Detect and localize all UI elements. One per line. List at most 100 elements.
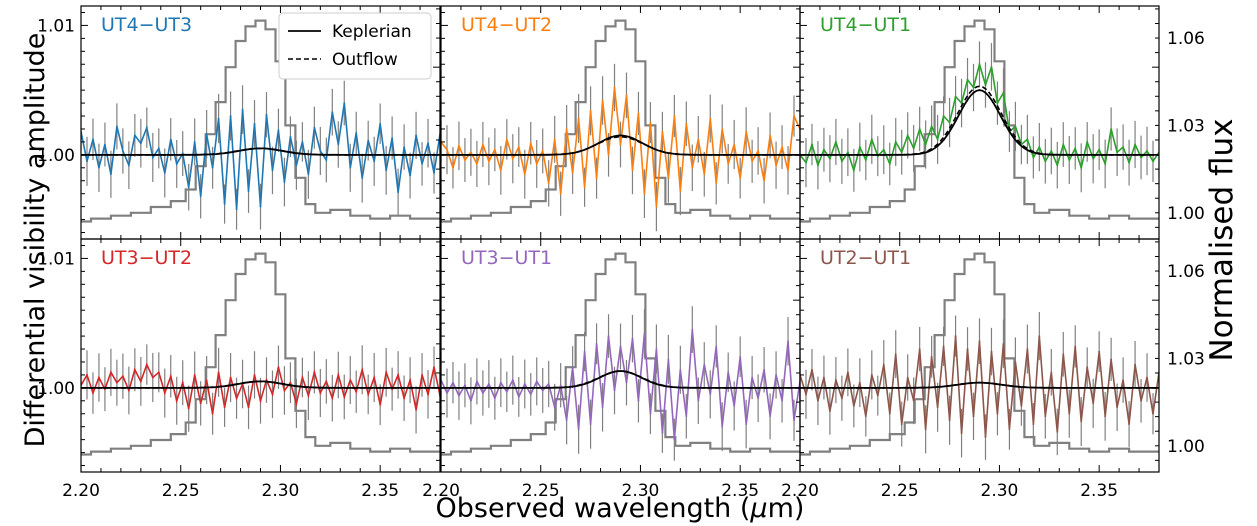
data-point [840, 160, 843, 163]
data-point [415, 134, 417, 137]
data-point [121, 150, 124, 152]
data-point [481, 143, 484, 146]
data-point [727, 371, 730, 374]
data-point [817, 399, 819, 402]
data-point [1068, 159, 1071, 161]
data-point [769, 134, 771, 137]
data-point [829, 410, 831, 413]
x-tick-label: 2.25 [881, 481, 919, 501]
data-point [391, 137, 394, 139]
data-point [1140, 156, 1142, 159]
x-tick-label: 2.35 [1080, 481, 1118, 501]
error-bars [441, 63, 800, 232]
data-point [1092, 157, 1095, 160]
ticks [440, 6, 801, 239]
data-point [870, 374, 873, 376]
data-point [247, 406, 250, 409]
data-point [193, 374, 196, 376]
data-point [511, 157, 514, 160]
data-point [942, 115, 945, 117]
data-point [1068, 412, 1071, 415]
data-point [924, 143, 927, 146]
data-point [835, 141, 837, 143]
data-point [673, 438, 676, 441]
data-point [679, 368, 682, 371]
error-bars [800, 312, 1159, 460]
data-point [1104, 163, 1107, 165]
data-point [313, 371, 316, 374]
ticks [440, 239, 801, 472]
panel-0: UT4−UT3 1.00 1.01 Keplerian Outflow [37, 5, 441, 240]
data-point [464, 384, 466, 387]
data-point [253, 122, 256, 125]
data-point [133, 368, 136, 371]
data-point [337, 143, 340, 146]
data-point [637, 112, 640, 115]
data-point [595, 342, 598, 345]
data-point [996, 102, 999, 104]
data-point [1044, 415, 1047, 418]
y-tick-label-right: 1.00 [1167, 437, 1205, 457]
data-point [541, 389, 544, 392]
data-point [595, 177, 598, 180]
data-point [98, 376, 100, 379]
data-point [553, 406, 556, 409]
data-point [283, 181, 286, 183]
data-point [271, 393, 274, 396]
data-point [864, 415, 867, 418]
data-point [619, 345, 622, 348]
x-tick-label: 2.30 [262, 481, 300, 501]
data-point [529, 142, 532, 145]
data-point [181, 381, 184, 384]
data-point [139, 380, 142, 383]
data-point [277, 129, 280, 132]
data-point [685, 122, 688, 125]
data-point [289, 135, 292, 138]
data-point [1050, 371, 1053, 374]
x-axis-label-mu: μ [749, 493, 767, 524]
data-point [379, 122, 382, 125]
data-point [553, 138, 556, 141]
data-point [157, 147, 160, 150]
data-point [265, 113, 268, 116]
data-point [912, 147, 915, 150]
data-point [1146, 376, 1148, 379]
data-point [715, 345, 718, 348]
data-point [1146, 150, 1148, 152]
data-point [505, 390, 508, 393]
data-point [163, 172, 166, 174]
data-point [481, 392, 484, 394]
data-point [175, 399, 178, 402]
data-point [703, 173, 706, 176]
data-point [104, 143, 106, 146]
data-point [211, 166, 214, 169]
y-tick-label: 1.01 [37, 249, 75, 269]
data-point [661, 432, 664, 435]
data-point [918, 128, 921, 130]
x-tick-label: 2.30 [981, 481, 1019, 501]
data-point [637, 399, 640, 402]
data-point [523, 383, 526, 385]
data-point [960, 432, 963, 435]
data-point [769, 415, 771, 418]
data-point [930, 355, 933, 358]
data-point [253, 374, 256, 376]
data-point [349, 379, 352, 381]
y-tick-label-right: 1.06 [1167, 29, 1205, 49]
data-point [337, 374, 340, 376]
data-point [86, 374, 88, 376]
data-point [894, 353, 897, 356]
data-point [954, 95, 957, 98]
y-tick-label-right: 1.00 [1167, 204, 1205, 224]
data-point [619, 143, 622, 146]
data-point [193, 141, 196, 143]
data-point [661, 130, 664, 133]
data-point [452, 166, 454, 169]
data-point [942, 345, 945, 348]
data-point [1098, 148, 1101, 151]
data-point [763, 368, 765, 371]
legend-outflow-label: Outflow [332, 50, 398, 70]
data-point [817, 164, 819, 167]
data-point [643, 332, 646, 335]
panel-2: UT4−UT1 1.00 1.03 1.06 [799, 5, 1205, 240]
